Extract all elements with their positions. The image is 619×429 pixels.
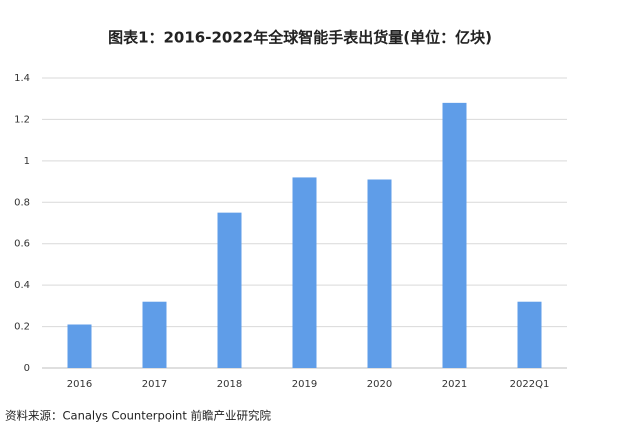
bar	[517, 301, 542, 368]
bar	[142, 301, 167, 368]
bar	[292, 177, 317, 368]
y-tick-label: 0.2	[14, 322, 30, 333]
y-tick-label: 0.8	[14, 197, 30, 208]
chart-title: 图表1：2016-2022年全球智能手表出货量(单位：亿块)	[108, 29, 492, 47]
y-tick-label: 0.6	[14, 239, 30, 250]
source-note: 资料来源：Canalys Counterpoint 前瞻产业研究院	[5, 409, 271, 423]
y-tick-label: 1.2	[14, 114, 30, 125]
y-tick-label: 1.4	[14, 73, 30, 84]
x-tick-label: 2016	[67, 379, 92, 390]
bar	[367, 179, 392, 368]
y-tick-label: 0	[24, 363, 30, 374]
x-tick-label: 2022Q1	[510, 379, 550, 390]
x-tick-label: 2020	[367, 379, 392, 390]
x-tick-label: 2018	[217, 379, 242, 390]
x-tick-label: 2017	[142, 379, 167, 390]
bar	[217, 212, 242, 368]
y-tick-label: 0.4	[14, 280, 30, 291]
y-tick-label: 1	[24, 156, 30, 167]
x-tick-label: 2021	[442, 379, 467, 390]
bar	[442, 102, 467, 368]
x-tick-label: 2019	[292, 379, 317, 390]
bar	[67, 324, 92, 368]
